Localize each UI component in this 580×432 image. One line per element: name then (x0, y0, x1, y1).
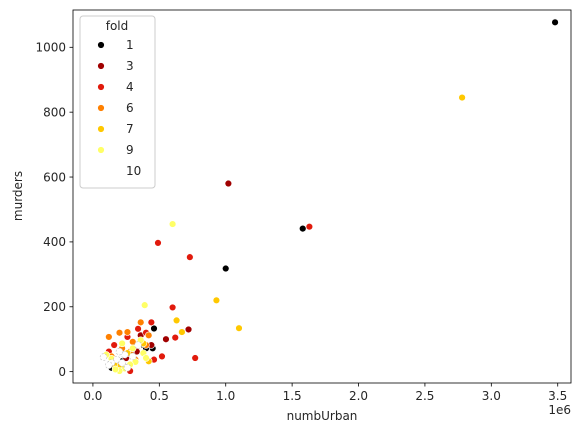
data-point-fold-10 (115, 347, 124, 356)
y-axis-label: murders (11, 171, 25, 221)
x-tick-label: 0.0 (83, 389, 102, 403)
y-tick-label: 400 (43, 235, 66, 249)
data-point-fold-1 (150, 324, 158, 333)
data-point-fold-10 (105, 361, 113, 369)
data-point-fold-1 (299, 224, 307, 233)
data-point-fold-6 (105, 333, 113, 341)
x-offset-label: 1e6 (548, 403, 571, 417)
legend-marker (97, 104, 105, 112)
legend-label: 4 (126, 80, 134, 94)
legend-label: 3 (126, 59, 134, 73)
x-tick-label: 3.5 (548, 389, 567, 403)
data-point-fold-9 (168, 220, 177, 228)
data-point-fold-7 (172, 316, 181, 325)
data-point-fold-4 (134, 325, 142, 333)
legend-label: 6 (126, 101, 134, 115)
legend-label: 7 (126, 122, 134, 136)
data-point-fold-10 (123, 364, 132, 372)
legend-marker (97, 167, 105, 175)
data-point-fold-6 (123, 328, 132, 336)
legend-frame (79, 15, 156, 189)
y-tick-label: 600 (43, 170, 66, 184)
data-point-fold-6 (137, 318, 145, 327)
data-point-fold-9 (129, 344, 137, 352)
data-point-fold-9 (141, 301, 149, 309)
x-axis: 0.0 0.5 1.0 1.5 2.0 2.5 3.0 3.5 (83, 383, 567, 403)
legend-label: 9 (126, 143, 134, 157)
legend-marker (97, 146, 105, 154)
data-point-fold-6 (144, 331, 153, 340)
axes-frame (72, 9, 572, 384)
data-point-fold-4 (171, 333, 179, 342)
legend-marker (97, 125, 105, 133)
legend-marker (97, 62, 105, 70)
data-point-fold-4 (147, 318, 156, 327)
y-axis: 0 200 400 600 800 1000 (35, 41, 73, 379)
y-tick-label: 0 (58, 365, 66, 379)
data-point-fold-4 (305, 222, 314, 231)
data-point-fold-7 (178, 328, 186, 336)
data-point-fold-4 (168, 303, 177, 312)
data-point-fold-3 (224, 179, 233, 188)
x-tick-label: 3.0 (482, 389, 501, 403)
data-point-fold-9 (142, 354, 150, 362)
x-tick-label: 1.0 (216, 389, 235, 403)
y-tick-label: 800 (43, 105, 66, 119)
data-point-fold-9 (118, 339, 126, 348)
x-tick-label: 2.0 (349, 389, 368, 403)
data-point-fold-4 (186, 253, 194, 261)
data-point-fold-10 (129, 352, 137, 361)
x-tick-label: 2.5 (415, 389, 434, 403)
data-point-fold-7 (235, 324, 243, 332)
data-point-fold-4 (158, 352, 166, 361)
points-layer (99, 18, 559, 375)
data-point-fold-3 (162, 335, 170, 343)
data-point-fold-10 (99, 353, 108, 361)
legend-marker (97, 83, 105, 91)
data-point-fold-9 (111, 365, 120, 374)
axes-background (73, 10, 571, 383)
data-point-fold-10 (113, 355, 121, 364)
legend: fold 1 3 4 6 7 9 10 (79, 15, 156, 189)
data-point-fold-6 (115, 329, 124, 337)
x-axis-label: numbUrban (287, 409, 358, 423)
data-point-fold-10 (121, 351, 129, 359)
y-tick-label: 1000 (35, 41, 66, 55)
data-point-fold-3 (184, 325, 193, 334)
y-tick-label: 200 (43, 300, 66, 314)
plot-area (72, 9, 572, 384)
data-point-fold-4 (154, 239, 162, 247)
data-point-fold-1 (222, 264, 230, 273)
data-point-fold-4 (191, 354, 199, 362)
x-tick-label: 1.5 (283, 389, 302, 403)
legend-entries: 1 3 4 6 7 9 10 (97, 38, 141, 178)
data-point-fold-10 (118, 359, 126, 367)
data-point-fold-1 (551, 18, 559, 27)
legend-marker (97, 41, 105, 49)
data-point-fold-4 (110, 341, 118, 349)
legend-label: 1 (126, 38, 134, 52)
x-tick-label: 0.5 (150, 389, 169, 403)
data-point-fold-7 (458, 93, 466, 102)
legend-title: fold (106, 19, 129, 33)
legend-label: 10 (126, 164, 141, 178)
data-point-fold-10 (134, 341, 142, 349)
data-point-fold-7 (212, 296, 221, 304)
